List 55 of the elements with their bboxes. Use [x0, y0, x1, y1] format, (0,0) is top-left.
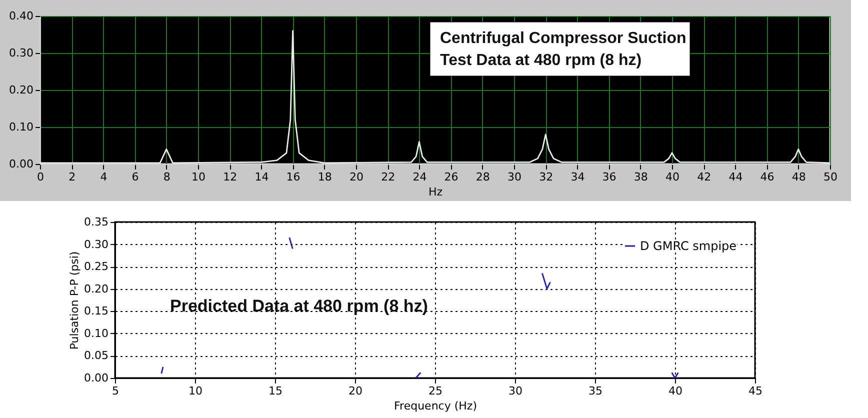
x-tick-label: 40 — [666, 170, 680, 184]
x-tick-label: 15 — [268, 384, 282, 398]
x-tick-label: 24 — [412, 170, 427, 184]
y-tick-label: 0.10 — [9, 120, 34, 134]
x-tick-label: 34 — [570, 170, 585, 184]
y-axis-title: Pulsation P-P (psi) — [68, 251, 82, 350]
x-tick-label: 8 — [163, 170, 170, 184]
x-tick-label: 42 — [697, 170, 712, 184]
x-tick-label: 10 — [188, 384, 202, 398]
x-tick-label: 30 — [508, 170, 522, 184]
y-tick-label: 0.10 — [84, 326, 108, 340]
x-tick-label: 30 — [508, 384, 522, 398]
x-tick-label: 45 — [748, 384, 762, 398]
x-tick-label: 46 — [760, 170, 774, 184]
x-tick-label: 50 — [824, 170, 838, 184]
x-tick-label: 36 — [602, 170, 616, 184]
x-tick-label: 40 — [668, 384, 682, 398]
x-tick-label: 5 — [112, 384, 119, 398]
x-tick-label: 35 — [588, 384, 602, 398]
x-tick-label: 6 — [132, 170, 139, 184]
y-tick-label: 0.00 — [84, 372, 108, 384]
x-tick-label: 38 — [634, 170, 648, 184]
x-axis-title: Hz — [428, 186, 443, 198]
x-tick-label: 12 — [223, 170, 238, 184]
annotation: Predicted Data at 480 rpm (8 hz) — [170, 296, 428, 316]
x-tick-label: 18 — [318, 170, 332, 184]
x-tick-label: 32 — [539, 170, 554, 184]
x-tick-label: 44 — [728, 170, 743, 184]
y-tick-label: 0.35 — [84, 216, 108, 228]
x-tick-label: 25 — [428, 384, 442, 398]
y-tick-label: 0.20 — [9, 84, 34, 96]
x-tick-label: 2 — [68, 170, 76, 184]
y-tick-label: 0.00 — [9, 158, 34, 170]
legend-label: D GMRC smpipe — [640, 239, 737, 253]
y-tick-label: 0.30 — [9, 46, 34, 60]
y-tick-label: 0.05 — [84, 349, 108, 362]
y-tick-label: 0.25 — [84, 260, 108, 274]
y-tick-label: 0.30 — [84, 238, 108, 251]
x-tick-label: 20 — [348, 384, 362, 398]
y-tick-label: 0.40 — [9, 10, 34, 22]
x-tick-label: 14 — [254, 170, 269, 184]
annotation: Test Data at 480 rpm (8 hz) — [440, 52, 642, 69]
y-tick-label: 0.15 — [84, 304, 108, 318]
x-tick-label: 10 — [192, 170, 206, 184]
annotation: Centrifugal Compressor Suction — [440, 30, 686, 48]
y-tick-label: 0.20 — [84, 282, 108, 296]
x-tick-label: 22 — [381, 170, 396, 184]
x-tick-label: 16 — [286, 170, 300, 184]
x-tick-label: 0 — [37, 170, 44, 184]
x-tick-label: 28 — [476, 170, 490, 184]
x-tick-label: 20 — [350, 170, 364, 184]
x-tick-label: 26 — [444, 170, 458, 184]
x-tick-label: 48 — [792, 170, 806, 184]
x-tick-label: 4 — [100, 170, 108, 184]
x-axis-title: Frequency (Hz) — [394, 400, 477, 412]
